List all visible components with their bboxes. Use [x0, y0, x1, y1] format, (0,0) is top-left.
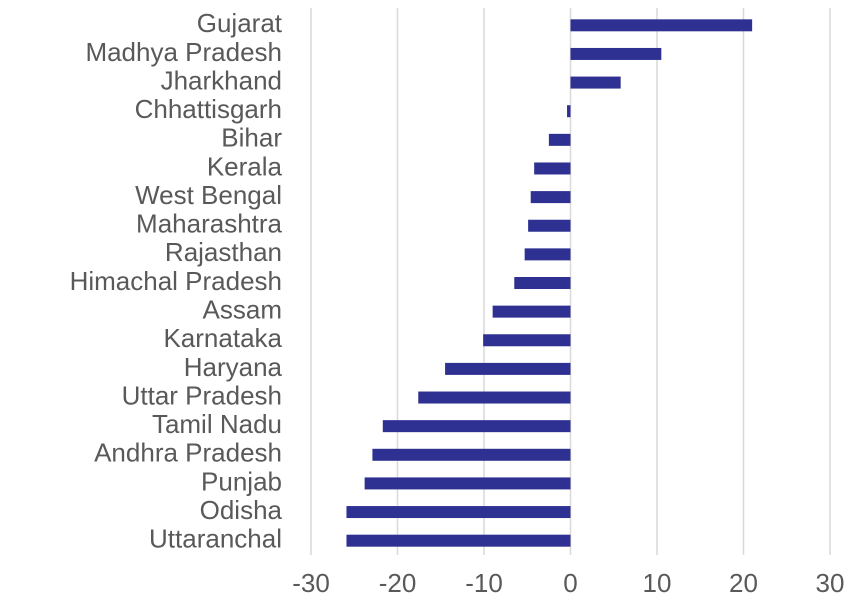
x-tick-label: -10 [465, 568, 503, 598]
y-tick-label: Bihar [221, 123, 282, 153]
x-tick-label: -30 [292, 568, 330, 598]
x-tick-label: 10 [643, 568, 672, 598]
y-tick-label: Rajasthan [165, 237, 282, 267]
bar [418, 391, 571, 404]
bar [346, 534, 571, 547]
y-tick-label: Uttar Pradesh [122, 380, 282, 410]
y-tick-label: Himachal Pradesh [70, 266, 282, 296]
y-tick-label: Gujarat [197, 8, 283, 38]
y-tick-label: Kerala [207, 151, 283, 181]
x-tick-label: -20 [379, 568, 417, 598]
bar [534, 162, 571, 175]
x-tick-label: 20 [729, 568, 758, 598]
bar [514, 277, 571, 289]
bar [483, 334, 571, 347]
y-tick-label: West Bengal [135, 180, 282, 210]
y-tick-label: Haryana [184, 352, 283, 382]
y-tick-label: Jharkhand [161, 65, 282, 95]
bar [570, 76, 621, 89]
bar [445, 362, 571, 375]
bar [364, 477, 571, 490]
y-tick-label: Odisha [200, 495, 283, 525]
y-tick-label: Uttaranchal [149, 524, 282, 554]
bar [382, 420, 571, 433]
bar [548, 133, 571, 146]
bar [570, 47, 662, 60]
bar [346, 506, 571, 519]
bar [530, 191, 571, 204]
bar [372, 448, 571, 461]
bar [492, 305, 571, 318]
y-tick-label: Madhya Pradesh [85, 37, 282, 67]
y-tick-label: Assam [203, 295, 282, 325]
bar [528, 219, 571, 232]
y-tick-label: Karnataka [163, 323, 282, 353]
x-tick-label: 0 [563, 568, 577, 598]
y-tick-label: Tamil Nadu [152, 409, 282, 439]
bar [570, 19, 753, 32]
y-tick-label: Chhattisgarh [135, 94, 282, 124]
y-tick-label: Andhra Pradesh [94, 438, 282, 468]
bar [567, 105, 571, 118]
bar [524, 248, 571, 261]
y-tick-label: Maharashtra [136, 209, 282, 239]
y-tick-label: Punjab [201, 466, 282, 496]
x-tick-label: 30 [816, 568, 845, 598]
